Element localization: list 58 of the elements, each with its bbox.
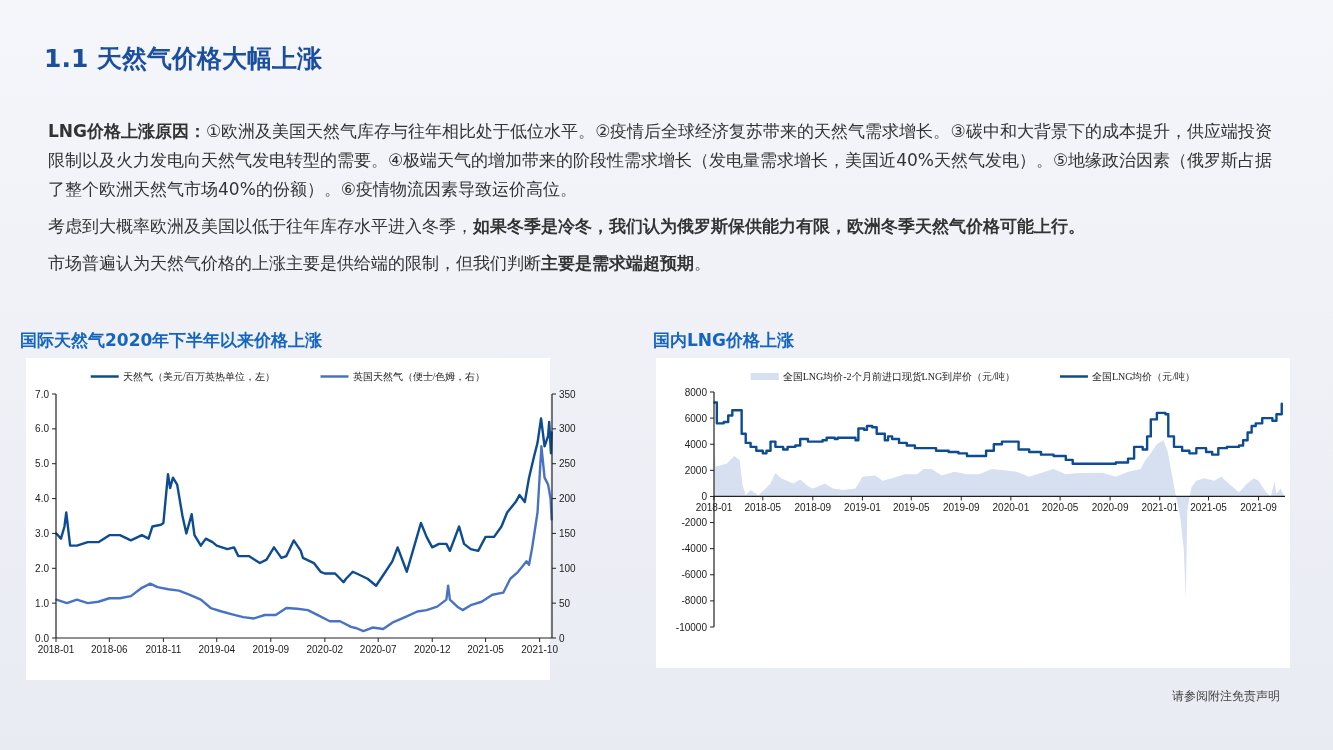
legend-label: 英国天然气（便士/色姆，右） bbox=[352, 371, 486, 382]
chart-title: 国际天然气2020年下半年以来价格上涨 bbox=[20, 330, 324, 350]
x-tick-label: 2019-01 bbox=[844, 502, 882, 514]
y-tick-label: 7.0 bbox=[35, 388, 50, 400]
x-tick-label: 2020-01 bbox=[992, 502, 1030, 514]
y-tick-label: 1.0 bbox=[35, 597, 50, 609]
y-tick-label: -6000 bbox=[681, 569, 708, 581]
y-tick-label: 5.0 bbox=[35, 458, 50, 470]
y-tick-label: -8000 bbox=[681, 595, 708, 607]
y2-tick-label: 150 bbox=[559, 527, 577, 539]
text: LNG价格上涨原因：①欧洲及美国天然气库存与往年相比处于低位水平。②疫情后全球经济复苏带来的天然气需求增长。③碳中和大背景下的成本提升，供应端投资限制以及火力发电向天然气发电转型的需要。④极端天气的增加带来的阶段性需求增长（发电量需求增长，美国近40%天然气发电）。⑤地缘政治因素（俄罗斯占据了整个欧洲天然气市场40%的份额）。⑥疫情物流因素导致运价高位。 bbox=[48, 121, 1273, 199]
y-tick-label: 4000 bbox=[684, 438, 708, 450]
y2-tick-label: 250 bbox=[559, 458, 577, 470]
x-tick-label: 2019-09 bbox=[942, 502, 981, 514]
x-tick-label: 2020-05 bbox=[1041, 502, 1079, 514]
y-tick-label: 3.0 bbox=[35, 527, 50, 539]
legend-label: 全国LNG均价（元/吨） bbox=[1091, 371, 1196, 382]
y-tick-label: 6.0 bbox=[35, 423, 50, 435]
y-tick-label: 0 bbox=[701, 490, 708, 502]
x-tick-label: 2021-05 bbox=[467, 644, 505, 655]
y-tick-label: -4000 bbox=[681, 543, 708, 555]
x-tick-label: 2018-01 bbox=[37, 644, 75, 655]
y-tick-label: 0.0 bbox=[35, 632, 50, 644]
y-tick-label: -2000 bbox=[681, 517, 708, 529]
x-tick-label: 2018-06 bbox=[90, 644, 129, 655]
y2-tick-label: 100 bbox=[559, 562, 577, 574]
text: 请参阅附注免责声明 bbox=[1172, 689, 1280, 703]
legend-label: 天然气（美元/百万英热单位，左） bbox=[122, 371, 276, 382]
x-tick-label: 2019-09 bbox=[252, 644, 290, 655]
chart-title: 国内LNG价格上涨 bbox=[653, 330, 796, 350]
x-tick-label: 2021-01 bbox=[1141, 502, 1179, 514]
x-tick-label: 2020-12 bbox=[413, 644, 452, 655]
x-tick-label: 2018-11 bbox=[145, 644, 182, 655]
y2-tick-label: 200 bbox=[559, 493, 577, 505]
x-tick-label: 2020-09 bbox=[1091, 502, 1129, 514]
y2-tick-label: 0 bbox=[559, 632, 565, 644]
y2-tick-label: 300 bbox=[559, 423, 577, 435]
x-tick-label: 2021-10 bbox=[521, 644, 559, 655]
text: 1.1 天然气价格大幅上涨 bbox=[44, 44, 322, 73]
x-tick-label: 2020-02 bbox=[306, 644, 344, 655]
x-tick-label: 2018-09 bbox=[794, 502, 832, 514]
x-tick-label: 2021-05 bbox=[1190, 502, 1228, 514]
y-tick-label: 6000 bbox=[684, 412, 708, 424]
x-tick-label: 2021-09 bbox=[1240, 502, 1278, 514]
x-tick-label: 2018-05 bbox=[744, 502, 782, 514]
text: 考虑到大概率欧洲及美国以低于往年库存水平进入冬季，如果冬季是冷冬，我们认为俄罗斯保供能力有限，欧洲冬季天然气价格可能上行。 bbox=[48, 216, 1085, 236]
y2-tick-label: 350 bbox=[559, 388, 577, 400]
y2-tick-label: 50 bbox=[559, 597, 571, 609]
x-tick-label: 2020-07 bbox=[359, 644, 397, 655]
legend-label: 全国LNG均价-2个月前进口现货LNG到岸价（元/吨） bbox=[782, 371, 1015, 382]
text: 市场普遍认为天然气价格的上涨主要是供给端的限制，但我们判断主要是需求端超预期。 bbox=[48, 253, 711, 273]
y-tick-label: 2.0 bbox=[35, 562, 50, 574]
y-tick-label: 4.0 bbox=[35, 493, 50, 505]
y-tick-label: -10000 bbox=[675, 621, 708, 633]
y-tick-label: 2000 bbox=[684, 464, 708, 476]
x-tick-label: 2019-04 bbox=[198, 644, 236, 655]
y-tick-label: 8000 bbox=[684, 386, 708, 398]
x-tick-label: 2019-05 bbox=[892, 502, 931, 514]
